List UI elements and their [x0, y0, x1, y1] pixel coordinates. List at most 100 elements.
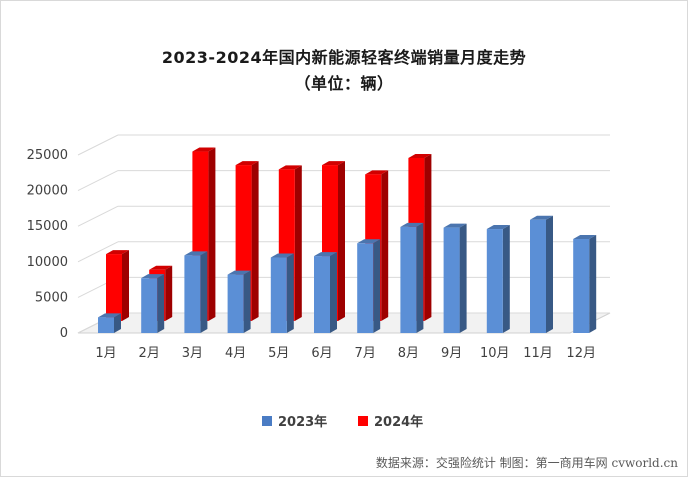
y-tick-label-4: 20000: [27, 184, 68, 199]
bar-2023-12: [573, 235, 597, 333]
bar-2023-2-front: [141, 278, 158, 333]
source-note: 数据来源：交强险统计 制图：第一商用车网 cvworld.cn: [375, 456, 678, 470]
bar-2023-4-top: [227, 270, 251, 275]
bar-2024-6-top: [322, 161, 345, 166]
bar-2023-12-side: [589, 235, 597, 333]
bar-2023-8-top: [400, 222, 424, 227]
bar-2024-1: [106, 250, 129, 321]
bar-2023-12-top: [573, 235, 597, 240]
bar-2023-1-front: [98, 317, 114, 333]
bar-2024-7-top: [365, 170, 389, 175]
bar-2023-2: [141, 274, 165, 333]
bar-2024-4-top: [235, 161, 259, 166]
bar-2023-9: [443, 223, 467, 333]
bar-2024-7-side: [381, 170, 389, 321]
legend-swatch-2024: [358, 415, 368, 426]
bar-2023-6-front: [314, 256, 330, 333]
bar-2023-4-side: [243, 270, 251, 333]
bar-2023-10: [486, 225, 510, 333]
bar-2023-2-top: [141, 274, 165, 279]
bar-2023-6-top: [314, 252, 337, 257]
bar-2024-6-side: [338, 161, 345, 321]
bar-2023-10-front: [486, 229, 503, 333]
bar-2023-4: [227, 270, 251, 333]
bar-2023-6: [314, 252, 337, 333]
bar-2024-5-side: [294, 165, 302, 321]
bar-2023-12-front: [573, 239, 590, 333]
x-tick-label-11: 11月: [523, 346, 553, 361]
legend-swatch-2023: [262, 415, 272, 426]
gridline-side-4: [77, 170, 119, 192]
bar-2024-1-side: [122, 250, 129, 321]
bar-2023-10-top: [486, 225, 510, 230]
bar-2023-2-side: [157, 274, 165, 333]
x-axis-ticks: 1月 2月 3月 4月 5月 6月 7月 8月 9月 10月 11月 12月: [95, 346, 596, 361]
bar-2023-7-top: [357, 239, 381, 244]
bars: [98, 147, 597, 333]
gridline-side-5: [77, 134, 119, 156]
bar-2024-2-top: [149, 265, 173, 270]
x-tick-label-6: 6月: [311, 346, 332, 361]
bar-2023-11: [530, 215, 553, 333]
x-tick-label-5: 5月: [268, 346, 289, 361]
bar-2024-2-side: [165, 265, 173, 321]
bar-2024-1-front: [106, 254, 122, 321]
bar-2023-3: [184, 251, 208, 333]
y-tick-label-0: 0: [60, 326, 68, 341]
bar-2023-7-side: [373, 239, 381, 333]
bar-2023-9-side: [459, 223, 467, 333]
bar-2023-4-front: [227, 274, 244, 333]
bar-2023-5-front: [270, 257, 287, 333]
bar-2023-8: [400, 222, 424, 333]
legend-item-2024[interactable]: 2024年: [358, 411, 423, 430]
x-tick-label-12: 12月: [566, 346, 596, 361]
x-tick-label-2: 2月: [139, 346, 160, 361]
bar-2023-8-front: [400, 226, 417, 333]
y-tick-label-5: 25000: [27, 148, 68, 163]
gridline-side-3: [77, 205, 119, 227]
x-tick-label-3: 3月: [182, 346, 203, 361]
bar-2023-1-side: [114, 313, 121, 333]
x-tick-label-8: 8月: [398, 346, 419, 361]
y-tick-label-1: 5000: [35, 290, 68, 305]
bar-2023-7: [357, 239, 381, 333]
y-tick-label-3: 15000: [27, 219, 68, 234]
bar-2023-1: [98, 313, 121, 333]
bar-2023-3-side: [200, 251, 208, 333]
bar-2023-3-front: [184, 255, 201, 333]
bar-2023-6-side: [330, 252, 337, 333]
bar-2023-3-top: [184, 251, 208, 256]
x-tick-label-4: 4月: [225, 346, 246, 361]
bar-2024-5-top: [278, 165, 302, 170]
legend-label-2024: 2024年: [374, 415, 424, 430]
legend-item-2023[interactable]: 2023年: [262, 411, 327, 430]
bar-2023-8-side: [416, 222, 424, 333]
y-tick-label-2: 10000: [27, 255, 68, 270]
bar-2023-5-side: [286, 253, 294, 333]
bar-2023-10-side: [502, 225, 510, 333]
legend-label-2023: 2023年: [278, 415, 328, 430]
x-tick-label-1: 1月: [95, 346, 116, 361]
bar-2023-9-front: [443, 227, 460, 333]
bar-2023-5: [270, 253, 294, 333]
x-tick-label-9: 9月: [441, 346, 462, 361]
bar-2024-1-top: [106, 250, 129, 255]
bar-2023-9-top: [443, 223, 467, 228]
bar-2023-11-side: [546, 215, 553, 333]
bar-2024-8-top: [408, 153, 432, 158]
bar-2024-3-side: [208, 147, 216, 321]
y-axis-ticks: 0 5000 10000 15000 20000 25000: [27, 148, 68, 341]
x-tick-label-10: 10月: [480, 346, 510, 361]
chart-subtitle: （单位：辆）: [294, 74, 394, 93]
gridline-side-2: [77, 241, 119, 263]
x-tick-label-7: 7月: [355, 346, 376, 361]
bar-2024-3-top: [192, 147, 216, 152]
bar-2024-4-side: [251, 161, 259, 321]
bar-2023-5-top: [270, 253, 294, 258]
bar-2023-11-top: [530, 215, 553, 220]
bar-2024-8-side: [424, 153, 432, 321]
chart-title: 2023-2024年国内新能源轻客终端销量月度走势: [161, 48, 527, 67]
bar-2023-1-top: [98, 313, 121, 318]
bar-2023-11-front: [530, 219, 546, 333]
